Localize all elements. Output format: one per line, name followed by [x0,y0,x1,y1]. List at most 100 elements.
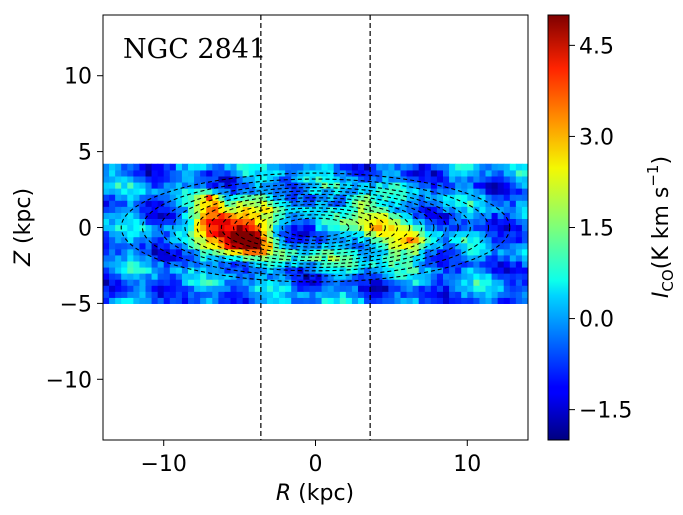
heatmap-cell [242,181,250,189]
heatmap-cell [436,254,444,262]
heatmap-cell [273,194,280,201]
heatmap-cell [351,163,359,171]
heatmap-cell [358,206,365,213]
heatmap-cell [327,279,335,286]
heatmap-cell [394,236,402,244]
heatmap-cell [309,230,317,238]
heatmap-cell [145,285,153,292]
heatmap-cell [151,236,159,244]
heatmap-cell [424,212,432,219]
heatmap-cell [260,200,268,207]
heatmap-cell [430,175,438,183]
heatmap-cell [175,248,183,256]
heatmap-cell [455,169,462,177]
heatmap-cell [181,260,189,268]
heatmap-cell [321,297,329,304]
heatmap-cell [449,188,456,195]
heatmap-cell [509,236,517,244]
heatmap-cell [515,175,523,183]
y-tick-label: 0 [78,217,92,242]
heatmap-cell [260,242,268,250]
heatmap-cell [430,169,438,177]
heatmap-cell [224,248,232,256]
heatmap-cell [291,224,298,232]
heatmap-cell [345,200,353,207]
heatmap-cell [175,175,183,183]
heatmap-cell [297,188,304,195]
heatmap-cell [491,291,499,298]
heatmap-cell [145,248,153,256]
heatmap-cell [400,163,408,171]
heatmap-cell [400,260,408,268]
heatmap-cell [473,236,481,244]
heatmap-cell [430,218,438,226]
heatmap-cell [218,242,226,250]
heatmap-cell [109,285,116,292]
heatmap-cell [485,297,493,304]
heatmap-cell [473,200,481,207]
heatmap-cell [497,273,505,280]
heatmap-cell [212,260,219,268]
heatmap-cell [473,188,481,195]
heatmap-cell [497,285,505,292]
heatmap-cell [145,266,153,274]
heatmap-cell [266,285,274,292]
heatmap-cell [224,242,232,250]
heatmap-cell [230,163,238,171]
heatmap-cell [370,230,377,238]
heatmap-cell [273,242,280,250]
heatmap-cell [370,169,377,177]
heatmap-cell [145,194,153,201]
heatmap-cell [242,194,250,201]
heatmap-cell [418,230,426,238]
heatmap-cell [443,206,450,213]
heatmap-cell [285,254,292,262]
heatmap-cell [479,194,487,201]
heatmap-cell [315,285,323,292]
heatmap-cell [200,163,207,171]
heatmap-cell [230,254,238,262]
heatmap-cell [200,291,207,298]
heatmap-cell [266,200,274,207]
heatmap-cell [206,194,213,201]
heatmap-cell [279,169,286,177]
heatmap-cell [127,254,134,262]
heatmap-cell [503,218,511,226]
heatmap-cell [260,266,268,274]
heatmap-cell [382,242,389,250]
heatmap-cell [503,169,511,177]
heatmap-cell [127,266,134,274]
heatmap-cell [133,291,141,298]
heatmap-cell [188,260,195,268]
colorbar-label-unit-pre: (K km s [649,187,674,270]
heatmap-cell [236,279,244,286]
heatmap-cell [224,169,232,177]
heatmap-cell [503,175,511,183]
heatmap-cell [345,206,353,213]
heatmap-cell [188,175,195,183]
heatmap-cell [151,273,159,280]
heatmap-cell [467,169,474,177]
heatmap-cell [151,212,159,219]
heatmap-cell [266,248,274,256]
heatmap-cell [388,200,396,207]
heatmap-cell [449,181,456,189]
heatmap-cell [273,236,280,244]
heatmap-cell [321,218,329,226]
heatmap-cell [461,230,468,238]
heatmap-cell [473,212,481,219]
heatmap-cell [376,260,383,268]
heatmap-cell [406,291,414,298]
heatmap-cell [515,181,523,189]
heatmap-cell [109,206,116,213]
heatmap-cell [200,224,207,232]
heatmap-cell [254,279,262,286]
heatmap-cell [230,175,238,183]
heatmap-cell [364,285,371,292]
heatmap-cell [188,248,195,256]
heatmap-cell [254,218,262,226]
heatmap-cell [291,291,298,298]
heatmap-cell [339,279,347,286]
heatmap-cell [297,230,304,238]
heatmap-cell [175,230,183,238]
